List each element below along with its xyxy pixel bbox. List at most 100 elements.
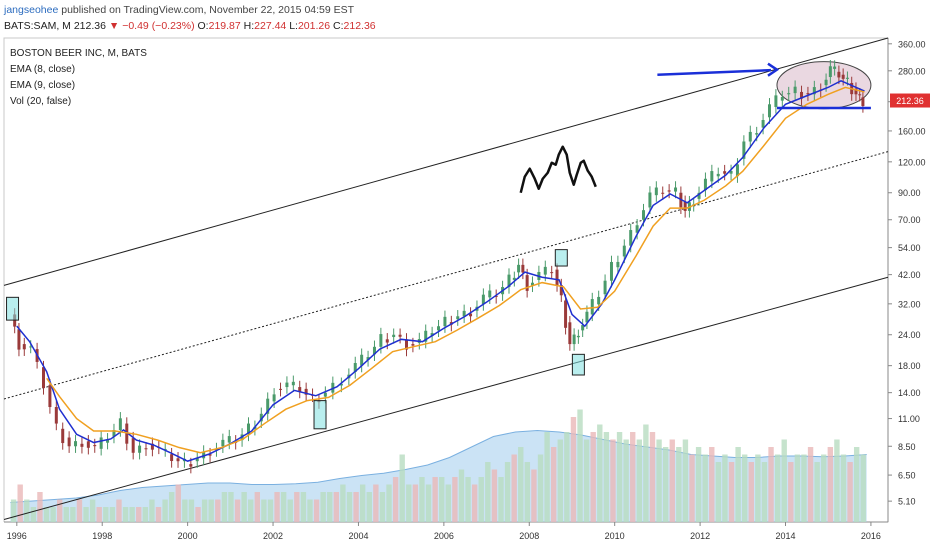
candle-body: [837, 71, 841, 78]
channel-line-middle[interactable]: [3, 151, 889, 400]
last-price: 212.36: [73, 20, 106, 32]
y-tick-label: 70.00: [898, 215, 921, 225]
volume-bar: [327, 492, 333, 522]
volume-bar: [63, 507, 69, 522]
volume-bar: [814, 462, 820, 522]
volume-bar: [274, 492, 280, 522]
volume-bar: [550, 447, 557, 522]
marker-box[interactable]: [554, 249, 568, 267]
candle-body: [131, 438, 135, 453]
candle-body: [372, 346, 376, 355]
candle-body: [748, 131, 752, 142]
last-price-tag: [890, 93, 930, 108]
y-tick-label: 32.00: [898, 299, 921, 309]
volume-bar: [801, 454, 807, 522]
published-text: published on TradingView.com, November 2…: [61, 4, 355, 16]
candle-body: [208, 454, 212, 456]
open-value: 219.87: [208, 20, 241, 32]
y-tick-label: 160.00: [898, 126, 926, 136]
volume-bar: [709, 447, 715, 522]
volume-bar: [320, 492, 326, 522]
y-tick-label: 5.10: [898, 497, 916, 507]
volume-bar: [412, 484, 419, 522]
volume-bar: [208, 499, 214, 522]
arrow-head[interactable]: [767, 62, 780, 77]
time-axis-bg: [0, 522, 888, 550]
volume-bar: [103, 507, 109, 522]
y-tick-label: 90.00: [898, 188, 921, 198]
marker-box[interactable]: [6, 296, 20, 321]
volume-bar: [498, 477, 504, 522]
candle-body: [576, 335, 580, 338]
volume-bar: [37, 492, 43, 522]
candle-body: [629, 230, 633, 246]
candle-body: [530, 282, 534, 286]
volume-bar: [742, 454, 748, 522]
volume-bar: [136, 507, 142, 522]
candle-body: [517, 264, 521, 273]
hand-drawn-pattern[interactable]: [519, 145, 597, 194]
channel-line-lower[interactable]: [3, 276, 889, 520]
volume-bar: [195, 507, 201, 522]
marker-box[interactable]: [313, 400, 327, 430]
candle-body: [353, 362, 357, 372]
volume-bar: [676, 447, 682, 522]
candle-body: [603, 280, 607, 295]
candle-body: [761, 120, 765, 128]
volume-bar: [215, 499, 221, 522]
volume-bar: [807, 447, 814, 522]
volume-bar: [564, 432, 570, 522]
candle-body: [833, 66, 837, 69]
volume-bar: [129, 507, 135, 522]
marker-box[interactable]: [571, 353, 585, 376]
volume-bar: [248, 499, 254, 522]
channel-line-upper[interactable]: [3, 37, 889, 286]
volume-bar: [17, 484, 23, 522]
volume-bar: [241, 492, 247, 522]
ema-9-line[interactable]: [46, 86, 865, 454]
low-label: L:: [289, 20, 298, 32]
arrow-shaft[interactable]: [657, 68, 772, 76]
y-tick-label: 11.00: [898, 414, 920, 424]
candle-body: [597, 296, 601, 305]
volume-bar: [603, 432, 610, 522]
volume-bar: [346, 492, 353, 522]
open-label: O:: [197, 20, 209, 32]
volume-bar: [755, 454, 761, 522]
volume-bar: [827, 447, 834, 522]
candle-body: [812, 87, 816, 95]
down-arrow-icon: ▼: [108, 20, 120, 32]
volume-bar: [333, 492, 340, 522]
volume-bar: [83, 507, 89, 522]
volume-bar: [656, 439, 662, 522]
candle-body: [564, 300, 568, 328]
close-value: 212.36: [343, 20, 376, 32]
candle-body: [189, 464, 193, 467]
candle-body: [525, 275, 529, 291]
volume-bar: [794, 454, 801, 522]
candle-body: [398, 334, 402, 337]
candle-body: [176, 458, 180, 462]
candle-body: [285, 382, 289, 388]
volume-bar: [570, 417, 577, 522]
x-tick-label: 2014: [775, 531, 795, 541]
y-tick-label: 42.00: [898, 270, 921, 280]
candle-body: [22, 344, 26, 350]
candle-body: [385, 339, 389, 343]
ema-8-line[interactable]: [16, 80, 865, 462]
volume-bar: [439, 477, 445, 522]
candle-body: [494, 295, 498, 297]
candle-body: [42, 367, 46, 388]
candle-body: [710, 171, 714, 182]
candle-body: [667, 190, 671, 192]
volume-bar: [524, 462, 531, 522]
symbol: BATS:SAM, M: [4, 20, 71, 32]
author-link[interactable]: jangseohee: [4, 4, 59, 16]
volume-bar: [557, 439, 563, 522]
candle-body: [74, 441, 78, 447]
candle-body: [742, 141, 746, 159]
volume-bar: [715, 462, 722, 522]
x-tick-label: 2006: [434, 531, 454, 541]
x-tick-label: 2012: [690, 531, 710, 541]
